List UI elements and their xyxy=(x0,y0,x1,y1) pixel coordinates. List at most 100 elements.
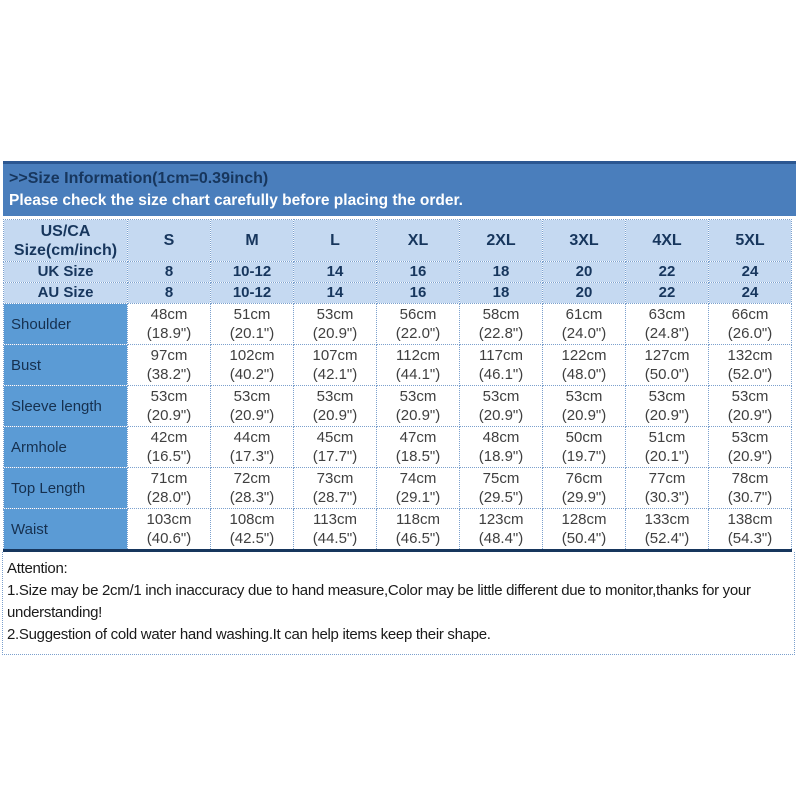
armhole-value: 53cm (20.9") xyxy=(708,426,792,468)
uk-size-value: 22 xyxy=(625,261,709,283)
bust-value: 127cm (50.0") xyxy=(625,344,709,386)
bust-value: 117cm (46.1") xyxy=(459,344,543,386)
size-column-header-xl: XL xyxy=(376,219,460,262)
size-info-title: >>Size Information(1cm=0.39inch) xyxy=(9,170,269,187)
armhole-value: 51cm (20.1") xyxy=(625,426,709,468)
armhole-row: Armhole 42cm (16.5") 44cm (17.3") 45cm (… xyxy=(3,426,792,468)
waist-row: Waist 103cm (40.6") 108cm (42.5") 113cm … xyxy=(3,508,792,551)
shoulder-value: 56cm (22.0") xyxy=(376,303,460,345)
size-info-banner: >>Size Information(1cm=0.39inch) Please … xyxy=(3,161,796,216)
attention-item-1: 1.Size may be 2cm/1 inch inaccuracy due … xyxy=(7,582,751,621)
sleeve-length-value: 53cm (20.9") xyxy=(459,385,543,427)
sleeve-length-value: 53cm (20.9") xyxy=(708,385,792,427)
waist-value: 108cm (42.5") xyxy=(210,508,294,551)
au-size-value: 20 xyxy=(542,282,626,304)
armhole-value: 48cm (18.9") xyxy=(459,426,543,468)
size-chart-content: >>Size Information(1cm=0.39inch) Please … xyxy=(0,161,800,655)
top-length-row: Top Length 71cm (28.0") 72cm (28.3") 73c… xyxy=(3,467,792,509)
shoulder-value: 58cm (22.8") xyxy=(459,303,543,345)
size-column-header-5xl: 5XL xyxy=(708,219,792,262)
uk-size-label: UK Size xyxy=(3,261,128,283)
top-length-value: 75cm (29.5") xyxy=(459,467,543,509)
size-column-header-4xl: 4XL xyxy=(625,219,709,262)
au-size-value: 16 xyxy=(376,282,460,304)
top-length-value: 76cm (29.9") xyxy=(542,467,626,509)
sleeve-length-row: Sleeve length 53cm (20.9") 53cm (20.9") … xyxy=(3,385,792,427)
sleeve-length-value: 53cm (20.9") xyxy=(542,385,626,427)
waist-value: 138cm (54.3") xyxy=(708,508,792,551)
size-info-subtitle: Please check the size chart carefully be… xyxy=(9,192,463,209)
shoulder-value: 53cm (20.9") xyxy=(293,303,377,345)
uk-size-row: UK Size 8 10-12 14 16 18 20 22 24 xyxy=(3,261,792,283)
armhole-value: 50cm (19.7") xyxy=(542,426,626,468)
shoulder-value: 63cm (24.8") xyxy=(625,303,709,345)
shoulder-value: 51cm (20.1") xyxy=(210,303,294,345)
size-column-header-m: M xyxy=(210,219,294,262)
sleeve-length-value: 53cm (20.9") xyxy=(376,385,460,427)
shoulder-value: 48cm (18.9") xyxy=(127,303,211,345)
waist-value: 103cm (40.6") xyxy=(127,508,211,551)
attention-item-2: 2.Suggestion of cold water hand washing.… xyxy=(7,626,491,643)
bust-value: 107cm (42.1") xyxy=(293,344,377,386)
shoulder-label: Shoulder xyxy=(3,303,128,345)
waist-value: 118cm (46.5") xyxy=(376,508,460,551)
bust-value: 122cm (48.0") xyxy=(542,344,626,386)
top-length-value: 73cm (28.7") xyxy=(293,467,377,509)
top-length-value: 74cm (29.1") xyxy=(376,467,460,509)
shoulder-value: 66cm (26.0") xyxy=(708,303,792,345)
top-length-value: 78cm (30.7") xyxy=(708,467,792,509)
au-size-value: 8 xyxy=(127,282,211,304)
sleeve-length-value: 53cm (20.9") xyxy=(127,385,211,427)
attention-title: Attention: xyxy=(7,560,68,577)
waist-value: 133cm (52.4") xyxy=(625,508,709,551)
uk-size-value: 24 xyxy=(708,261,792,283)
armhole-value: 45cm (17.7") xyxy=(293,426,377,468)
top-length-label: Top Length xyxy=(3,467,128,509)
bust-value: 112cm (44.1") xyxy=(376,344,460,386)
au-size-row: AU Size 8 10-12 14 16 18 20 22 24 xyxy=(3,282,792,304)
au-size-value: 24 xyxy=(708,282,792,304)
shoulder-value: 61cm (24.0") xyxy=(542,303,626,345)
bust-value: 97cm (38.2") xyxy=(127,344,211,386)
top-length-value: 77cm (30.3") xyxy=(625,467,709,509)
uk-size-value: 18 xyxy=(459,261,543,283)
waist-label: Waist xyxy=(3,508,128,551)
armhole-value: 44cm (17.3") xyxy=(210,426,294,468)
size-column-header-3xl: 3XL xyxy=(542,219,626,262)
armhole-value: 47cm (18.5") xyxy=(376,426,460,468)
sleeve-length-value: 53cm (20.9") xyxy=(210,385,294,427)
uk-size-value: 8 xyxy=(127,261,211,283)
size-table: US/CA Size(cm/inch) S M L XL 2XL 3XL 4XL… xyxy=(3,219,792,552)
bust-value: 102cm (40.2") xyxy=(210,344,294,386)
bust-row: Bust 97cm (38.2") 102cm (40.2") 107cm (4… xyxy=(3,344,792,386)
size-column-header-s: S xyxy=(127,219,211,262)
top-length-value: 71cm (28.0") xyxy=(127,467,211,509)
au-size-label: AU Size xyxy=(3,282,128,304)
au-size-value: 10-12 xyxy=(210,282,294,304)
armhole-value: 42cm (16.5") xyxy=(127,426,211,468)
sleeve-length-value: 53cm (20.9") xyxy=(293,385,377,427)
au-size-value: 22 xyxy=(625,282,709,304)
uk-size-value: 10-12 xyxy=(210,261,294,283)
armhole-label: Armhole xyxy=(3,426,128,468)
corner-header-cell: US/CA Size(cm/inch) xyxy=(3,219,128,262)
waist-value: 128cm (50.4") xyxy=(542,508,626,551)
au-size-value: 14 xyxy=(293,282,377,304)
uk-size-value: 20 xyxy=(542,261,626,283)
bust-label: Bust xyxy=(3,344,128,386)
bust-value: 132cm (52.0") xyxy=(708,344,792,386)
size-header-row: US/CA Size(cm/inch) S M L XL 2XL 3XL 4XL… xyxy=(3,219,792,262)
size-column-header-2xl: 2XL xyxy=(459,219,543,262)
attention-note: Attention: 1.Size may be 2cm/1 inch inac… xyxy=(2,552,795,655)
sleeve-length-value: 53cm (20.9") xyxy=(625,385,709,427)
top-length-value: 72cm (28.3") xyxy=(210,467,294,509)
waist-value: 123cm (48.4") xyxy=(459,508,543,551)
au-size-value: 18 xyxy=(459,282,543,304)
shoulder-row: Shoulder 48cm (18.9") 51cm (20.1") 53cm … xyxy=(3,303,792,345)
waist-value: 113cm (44.5") xyxy=(293,508,377,551)
size-column-header-l: L xyxy=(293,219,377,262)
uk-size-value: 16 xyxy=(376,261,460,283)
uk-size-value: 14 xyxy=(293,261,377,283)
sleeve-length-label: Sleeve length xyxy=(3,385,128,427)
